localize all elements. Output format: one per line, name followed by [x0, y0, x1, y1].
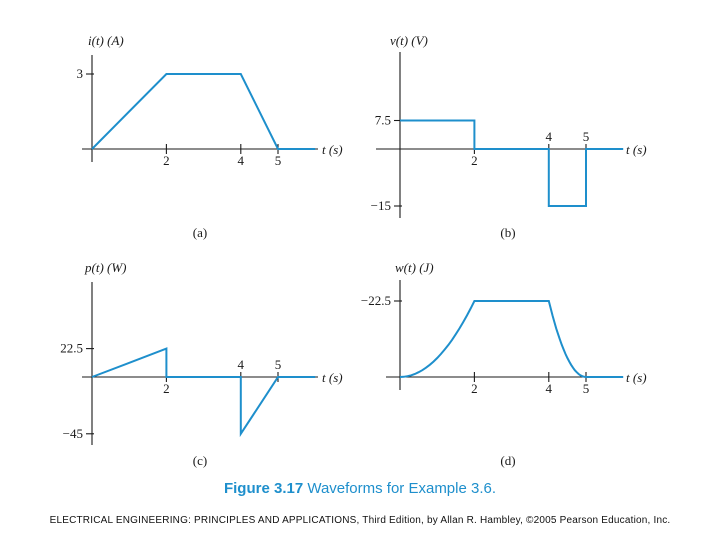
panel-b-x-tick-label: 4: [546, 129, 553, 144]
panel-d-y-tick-label: −22.5: [361, 293, 391, 308]
panel-a-y-tick-label: 3: [77, 66, 84, 81]
panel-a-x-axis-label: t (s): [322, 142, 343, 157]
panel-d-x-tick-label: 4: [546, 381, 553, 396]
panel-b-x-axis-label: t (s): [626, 142, 647, 157]
panel-b-x-tick-label: 5: [583, 129, 590, 144]
panel-b-waveform-line: [400, 119, 624, 207]
panel-d-y-axis-label: w(t) (J): [395, 260, 434, 275]
panel-c-y-axis-label: p(t) (W): [84, 260, 127, 275]
panel-b-y-axis-label: v(t) (V): [390, 33, 428, 48]
panel-c-x-tick-label: 4: [238, 357, 245, 372]
panel-a-x-tick-label: 4: [238, 153, 245, 168]
figure-canvas: 2 4 5 3 i(t) (A) t (s) (a) 2 4 5 7.5 −15 v(t) (V) t (…: [60, 33, 647, 468]
panel-a-x-tick-label: 5: [275, 153, 282, 168]
panel-c-x-tick-label: 2: [163, 381, 170, 396]
panel-b-label: (b): [500, 225, 515, 240]
panel-c-x-tick-label: 5: [275, 357, 282, 372]
caption-number: Figure 3.17: [223, 480, 304, 497]
panel-d-x-axis-label: t (s): [626, 370, 647, 385]
panel-a-waveform-line: [91, 73, 316, 150]
panel-a-y-axis-label: i(t) (A): [88, 33, 124, 48]
panel-d-x-tick-label: 2: [471, 381, 478, 396]
panel-b-x-tick-label: 2: [471, 153, 478, 168]
panel-d-label: (d): [500, 453, 515, 468]
panel-b-y-tick-label: 7.5: [375, 113, 391, 128]
panel-a-label: (a): [193, 225, 207, 240]
figure-caption: Figure 3.17 Waveforms for Example 3.6.: [0, 480, 720, 497]
panel-c-waveform-line: [91, 347, 316, 438]
caption-text: Waveforms for Example 3.6.: [307, 480, 497, 497]
footer-citation: ELECTRICAL ENGINEERING: PRINCIPLES AND A…: [49, 515, 671, 526]
panel-c-y-tick-label: −45: [63, 426, 83, 441]
panel-b-y-tick-label: −15: [371, 198, 391, 213]
panel-c-x-axis-label: t (s): [322, 370, 343, 385]
panel-d-waveform-line: [399, 299, 624, 378]
panel-a-x-tick-label: 2: [163, 153, 170, 168]
panel-c-label: (c): [193, 453, 207, 468]
panel-d-x-tick-label: 5: [583, 381, 590, 396]
panel-c-y-tick-label: 22.5: [60, 341, 83, 356]
